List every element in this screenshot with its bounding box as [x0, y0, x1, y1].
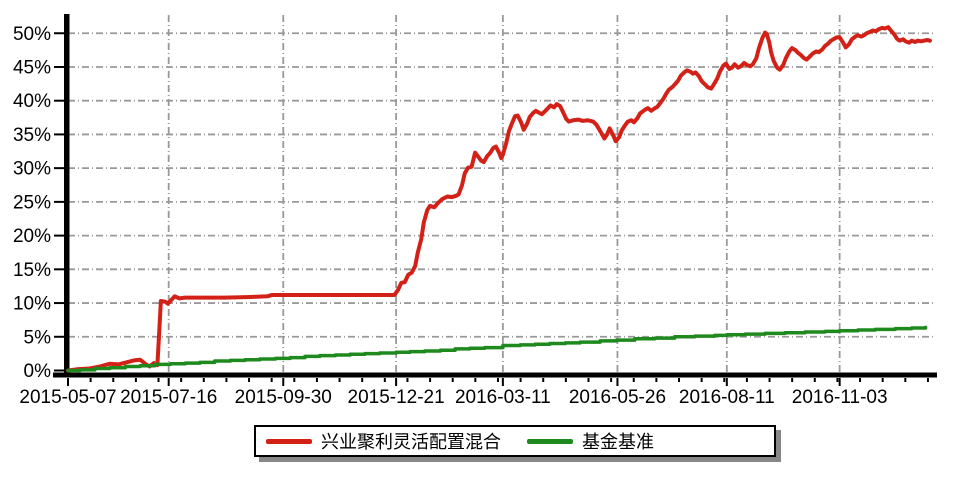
- y-tick-label: 15%: [13, 260, 51, 281]
- benchmark-series-swatch: [527, 438, 573, 444]
- y-tick-label: 30%: [13, 159, 51, 180]
- x-axis-line: [53, 372, 937, 378]
- x-tick-label: 2015-12-21: [348, 387, 445, 408]
- x-tick-label: 2016-03-11: [455, 387, 551, 408]
- x-tick-label: 2016-05-26: [569, 387, 666, 408]
- x-tick-label: 2015-07-16: [120, 387, 217, 408]
- y-tick-label: 0%: [24, 361, 52, 382]
- y-tick-label: 25%: [13, 192, 51, 213]
- performance-chart-svg: 0% 5% 10% 15% 20% 25% 30% 35% 40% 45% 50% 2015-05-0…: [13, 14, 937, 408]
- series-line-0: [66, 25, 932, 373]
- x-tick-label: 2016-08-11: [679, 387, 775, 408]
- fund-series-swatch: [266, 438, 312, 444]
- x-tick-label: 2015-09-30: [235, 387, 332, 408]
- y-tick-label: 20%: [13, 226, 51, 247]
- y-tick-label: 35%: [13, 125, 51, 146]
- series-line-1: [66, 325, 928, 373]
- y-tick-label: 50%: [13, 24, 51, 45]
- legend-box: 兴业聚利灵活配置混合 基金基准: [254, 425, 776, 457]
- x-tick-label: 2015-05-07: [19, 387, 116, 408]
- y-tick-label: 45%: [13, 57, 51, 78]
- y-tick-label: 5%: [24, 327, 52, 348]
- y-tick-label: 10%: [13, 294, 51, 315]
- fund-series-label: 兴业聚利灵活配置混合: [321, 432, 501, 452]
- benchmark-series-label: 基金基准: [582, 432, 654, 452]
- x-tick-label: 2016-11-03: [792, 387, 888, 408]
- y-axis-line: [64, 14, 70, 377]
- y-tick-label: 40%: [13, 91, 51, 112]
